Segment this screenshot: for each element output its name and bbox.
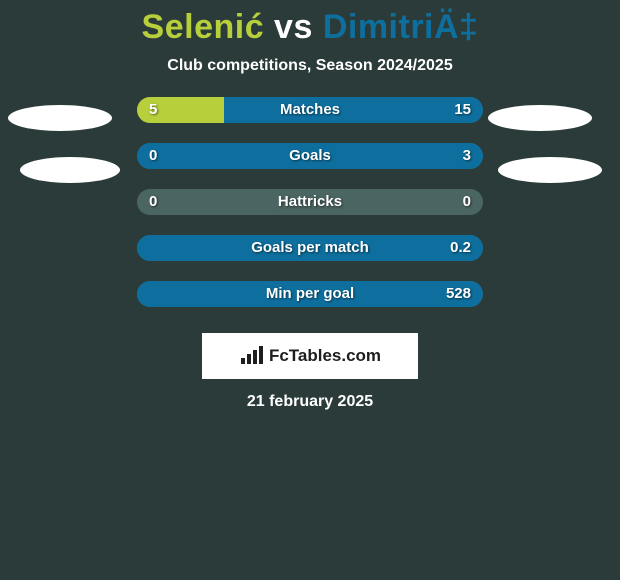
stat-row: 0Hattricks0 bbox=[137, 189, 483, 215]
stat-value-right: 528 bbox=[446, 281, 471, 307]
stat-value-right: 0.2 bbox=[450, 235, 471, 261]
decorative-ellipse-2 bbox=[488, 105, 592, 131]
vs-text: vs bbox=[264, 8, 323, 46]
stat-label: Matches bbox=[137, 97, 483, 123]
brand-bars-icon bbox=[239, 346, 265, 366]
stat-value-right: 3 bbox=[463, 143, 471, 169]
stats-area: 5Matches150Goals30Hattricks0Goals per ma… bbox=[0, 97, 620, 327]
stat-row: 0Goals3 bbox=[137, 143, 483, 169]
page-title: Selenić vs DimitriÄ‡ bbox=[142, 8, 479, 47]
brand-text: FcTables.com bbox=[269, 346, 381, 366]
date-text: 21 february 2025 bbox=[247, 393, 373, 411]
decorative-ellipse-0 bbox=[8, 105, 112, 131]
decorative-ellipse-3 bbox=[498, 157, 602, 183]
comparison-card: Selenić vs DimitriÄ‡ Club competitions, … bbox=[0, 0, 620, 411]
stat-label: Goals bbox=[137, 143, 483, 169]
stat-value-right: 0 bbox=[463, 189, 471, 215]
stat-label: Hattricks bbox=[137, 189, 483, 215]
stat-label: Min per goal bbox=[137, 281, 483, 307]
brand-badge: FcTables.com bbox=[202, 333, 418, 379]
player2-name: DimitriÄ‡ bbox=[323, 8, 479, 46]
player1-name: Selenić bbox=[142, 8, 265, 46]
stat-value-right: 15 bbox=[454, 97, 471, 123]
stat-row: 5Matches15 bbox=[137, 97, 483, 123]
stat-row: Goals per match0.2 bbox=[137, 235, 483, 261]
subtitle: Club competitions, Season 2024/2025 bbox=[167, 57, 452, 75]
stat-label: Goals per match bbox=[137, 235, 483, 261]
decorative-ellipse-1 bbox=[20, 157, 120, 183]
stat-row: Min per goal528 bbox=[137, 281, 483, 307]
